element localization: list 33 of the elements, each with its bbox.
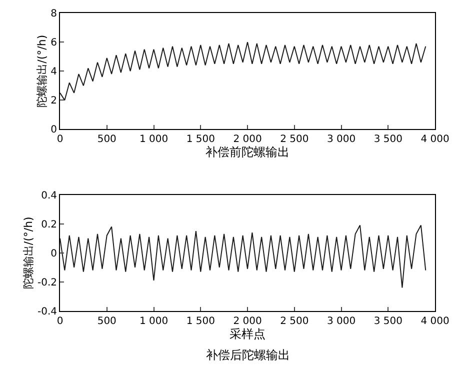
y-tick-label: 0.2 bbox=[41, 219, 57, 230]
x-tick-label: 500 bbox=[97, 134, 116, 146]
text: 补偿后陀螺输出 bbox=[206, 348, 290, 362]
x-tick-label: 1 000 bbox=[139, 316, 168, 327]
x-tick-label: 4 000 bbox=[420, 316, 450, 327]
x-tick-label: 1 500 bbox=[186, 316, 215, 327]
x-axis-title: 采样点 bbox=[230, 327, 266, 341]
y-axis-title: 陀螺输出/(°/h) bbox=[35, 34, 48, 108]
y-tick-label: 0 bbox=[50, 124, 57, 136]
x-tick-label: 1 500 bbox=[186, 134, 215, 146]
y-tick-label: -0.2 bbox=[37, 277, 57, 288]
x-tick-label: 3 500 bbox=[374, 134, 402, 146]
x-tick-label: 3 500 bbox=[374, 316, 402, 327]
x-tick-label: 2 000 bbox=[233, 134, 262, 146]
line-series bbox=[60, 224, 426, 288]
y-tick-label: 4 bbox=[50, 66, 57, 78]
y-tick-label: -0.4 bbox=[37, 306, 57, 318]
y-tick-label: 8 bbox=[50, 8, 57, 20]
y-axis-title: 陀螺输出/(°/h) bbox=[22, 216, 36, 290]
x-tick-label: 2 500 bbox=[280, 316, 309, 327]
y-tick-label: 6 bbox=[50, 38, 57, 49]
x-tick-label: 500 bbox=[97, 316, 116, 327]
x-tick-label: 3 000 bbox=[326, 316, 356, 327]
line-series bbox=[60, 42, 426, 101]
y-tick-label: 0.4 bbox=[41, 190, 57, 202]
y-tick-label: 2 bbox=[50, 96, 57, 107]
x-tick-label: 1 000 bbox=[139, 134, 168, 146]
x-axis-title: 补偿前陀螺输出 bbox=[206, 145, 290, 160]
x-tick-label: 2 500 bbox=[280, 134, 309, 146]
y-tick-label: 0 bbox=[50, 248, 57, 260]
x-tick-label: 3 000 bbox=[326, 134, 356, 146]
x-tick-label: 4 000 bbox=[420, 134, 450, 146]
x-tick-label: 2 000 bbox=[233, 316, 262, 327]
